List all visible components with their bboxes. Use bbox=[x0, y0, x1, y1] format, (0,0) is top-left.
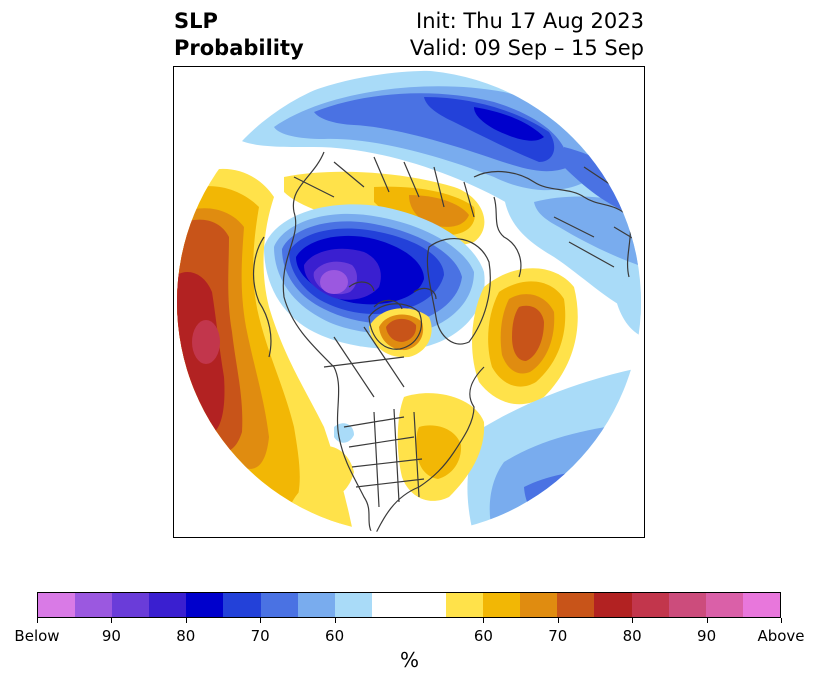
colorbar-segment bbox=[297, 593, 335, 617]
colorbar-tick-label: 70 bbox=[250, 627, 270, 645]
region-greenland-above bbox=[369, 308, 432, 358]
colorbar-segment bbox=[446, 593, 484, 617]
valid-period: Valid: 09 Sep – 15 Sep bbox=[409, 36, 644, 60]
colorbar-segment bbox=[742, 593, 780, 617]
title-quantity: Probability bbox=[174, 36, 304, 60]
colorbar-tick-label: 60 bbox=[473, 627, 493, 645]
colorbar-tick-label: 80 bbox=[622, 627, 642, 645]
colorbar-tick-mark bbox=[781, 618, 782, 623]
map-canvas bbox=[177, 70, 641, 534]
colorbar-segment bbox=[408, 593, 447, 617]
map-outlines bbox=[253, 151, 640, 534]
colorbar-tick-label: 80 bbox=[176, 627, 196, 645]
colorbar-tick-mark bbox=[37, 618, 38, 623]
colorbar-segment bbox=[668, 593, 706, 617]
colorbar-tick-mark bbox=[707, 618, 708, 623]
colorbar-segment bbox=[223, 593, 261, 617]
colorbar-segment bbox=[38, 593, 76, 617]
colorbar-tick-mark bbox=[186, 618, 187, 623]
colorbar-tick-label: 70 bbox=[548, 627, 568, 645]
colorbar-tick-mark bbox=[558, 618, 559, 623]
colorbar-tick-label: 60 bbox=[325, 627, 345, 645]
colorbar-segment bbox=[334, 593, 372, 617]
colorbar-segment bbox=[705, 593, 743, 617]
colorbar-tick-label: 90 bbox=[101, 627, 121, 645]
region-canada-below bbox=[264, 204, 485, 349]
region-europe-below bbox=[234, 70, 624, 221]
region-atlantic-above bbox=[472, 268, 578, 405]
colorbar-segment bbox=[149, 593, 187, 617]
colorbar-segment bbox=[483, 593, 521, 617]
title-variable: SLP bbox=[174, 9, 218, 33]
colorbar-tick-mark bbox=[632, 618, 633, 623]
colorbar-segment bbox=[260, 593, 298, 617]
colorbar-segment bbox=[371, 593, 409, 617]
colorbar-unit: % bbox=[399, 648, 419, 672]
colorbar-tick-mark bbox=[483, 618, 484, 623]
colorbar-segment bbox=[112, 593, 150, 617]
colorbar-tick-labels: Below 90 80 70 60 60 70 80 90 Above bbox=[0, 627, 819, 647]
colorbar-segment bbox=[520, 593, 558, 617]
colorbar-tick-mark bbox=[260, 618, 261, 623]
colorbar-segment bbox=[186, 593, 224, 617]
colorbar-tick-label: 90 bbox=[697, 627, 717, 645]
region-eastern-us-above bbox=[279, 393, 485, 534]
colorbar-segment bbox=[594, 593, 632, 617]
colorbar-segment bbox=[631, 593, 669, 617]
map-subtitle: Init: Thu 17 Aug 2023 Valid: 09 Sep – 15… bbox=[410, 8, 644, 62]
colorbar-segment bbox=[557, 593, 595, 617]
colorbar-segment bbox=[75, 593, 113, 617]
map-title: SLP Probability bbox=[174, 8, 304, 62]
init-date: Init: Thu 17 Aug 2023 bbox=[416, 9, 644, 33]
colorbar-tick-label: Below bbox=[14, 627, 60, 645]
probability-map bbox=[173, 66, 645, 538]
colorbar-tick-label: Above bbox=[757, 627, 805, 645]
colorbar-tick-mark bbox=[111, 618, 112, 623]
colorbar-tick-mark bbox=[335, 618, 336, 623]
colorbar bbox=[37, 592, 781, 618]
